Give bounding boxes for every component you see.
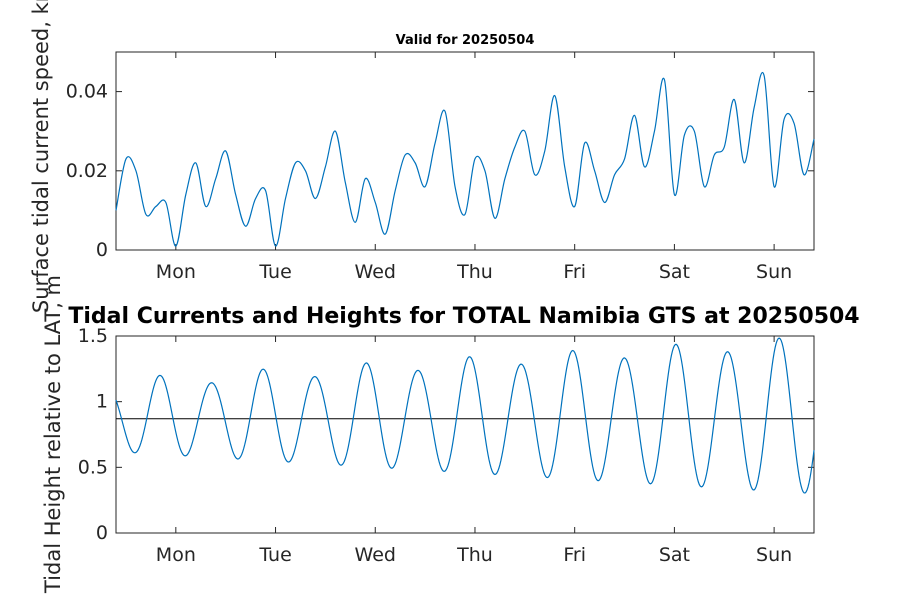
current-speed-x-tick-label: Sun xyxy=(756,261,792,283)
current-speed-x-tick-label: Thu xyxy=(456,261,493,283)
tidal-height-y-tick-label: 0.5 xyxy=(78,456,108,478)
current-speed-panel: 0 0.02 0.04 Mon Tue Wed Thu Fri Sat Sun Valid fo… xyxy=(29,0,815,313)
tidal-height-y-label: Tidal Height relative to LAT, m xyxy=(41,275,65,594)
current-speed-axes-box xyxy=(115,51,815,251)
tidal-height-x-ticks: Mon Tue Wed Thu Fri Sat Sun xyxy=(156,336,792,566)
tidal-height-x-tick-label: Mon xyxy=(156,544,196,566)
tidal-height-x-tick-label: Sun xyxy=(756,544,792,566)
tidal-height-x-tick-label: Tue xyxy=(258,544,291,566)
tidal-height-line xyxy=(115,337,815,494)
tidal-height-y-ticks: 0 0.5 1 1.5 xyxy=(78,325,814,544)
tidal-height-x-tick-label: Wed xyxy=(355,544,396,566)
current-speed-x-tick-label: Fri xyxy=(563,261,586,283)
tidal-height-x-tick-label: Thu xyxy=(456,544,493,566)
tidal-height-y-tick-label: 1 xyxy=(96,391,108,413)
current-speed-line xyxy=(115,72,815,247)
chart-main-title: Tidal Currents and Heights for TOTAL Nam… xyxy=(68,304,859,329)
tidal-height-x-tick-label: Sat xyxy=(659,544,690,566)
tidal-height-x-tick-label: Fri xyxy=(563,544,586,566)
tidal-height-y-tick-label: 1.5 xyxy=(78,325,108,347)
current-speed-y-tick-label: 0.02 xyxy=(66,160,108,182)
current-speed-y-tick-label: 0.04 xyxy=(66,81,108,103)
current-speed-x-tick-label: Tue xyxy=(258,261,291,283)
current-speed-x-tick-label: Sat xyxy=(659,261,690,283)
tidal-height-axes-box xyxy=(115,335,815,534)
current-speed-x-tick-label: Mon xyxy=(156,261,196,283)
current-speed-y-ticks: 0 0.02 0.04 xyxy=(66,81,814,261)
tidal-height-panel: 0 0.5 1 1.5 Mon Tue Wed Thu Fri Sat Sun Tidal Hei… xyxy=(41,275,860,594)
current-speed-title: Valid for 20250504 xyxy=(396,33,535,48)
tidal-height-y-tick-label: 0 xyxy=(96,522,108,544)
current-speed-y-tick-label: 0 xyxy=(96,239,108,261)
current-speed-x-tick-label: Wed xyxy=(355,261,396,283)
current-speed-y-label: Surface tidal current speed, kn xyxy=(29,0,53,313)
current-speed-x-ticks: Mon Tue Wed Thu Fri Sat Sun xyxy=(156,52,792,283)
